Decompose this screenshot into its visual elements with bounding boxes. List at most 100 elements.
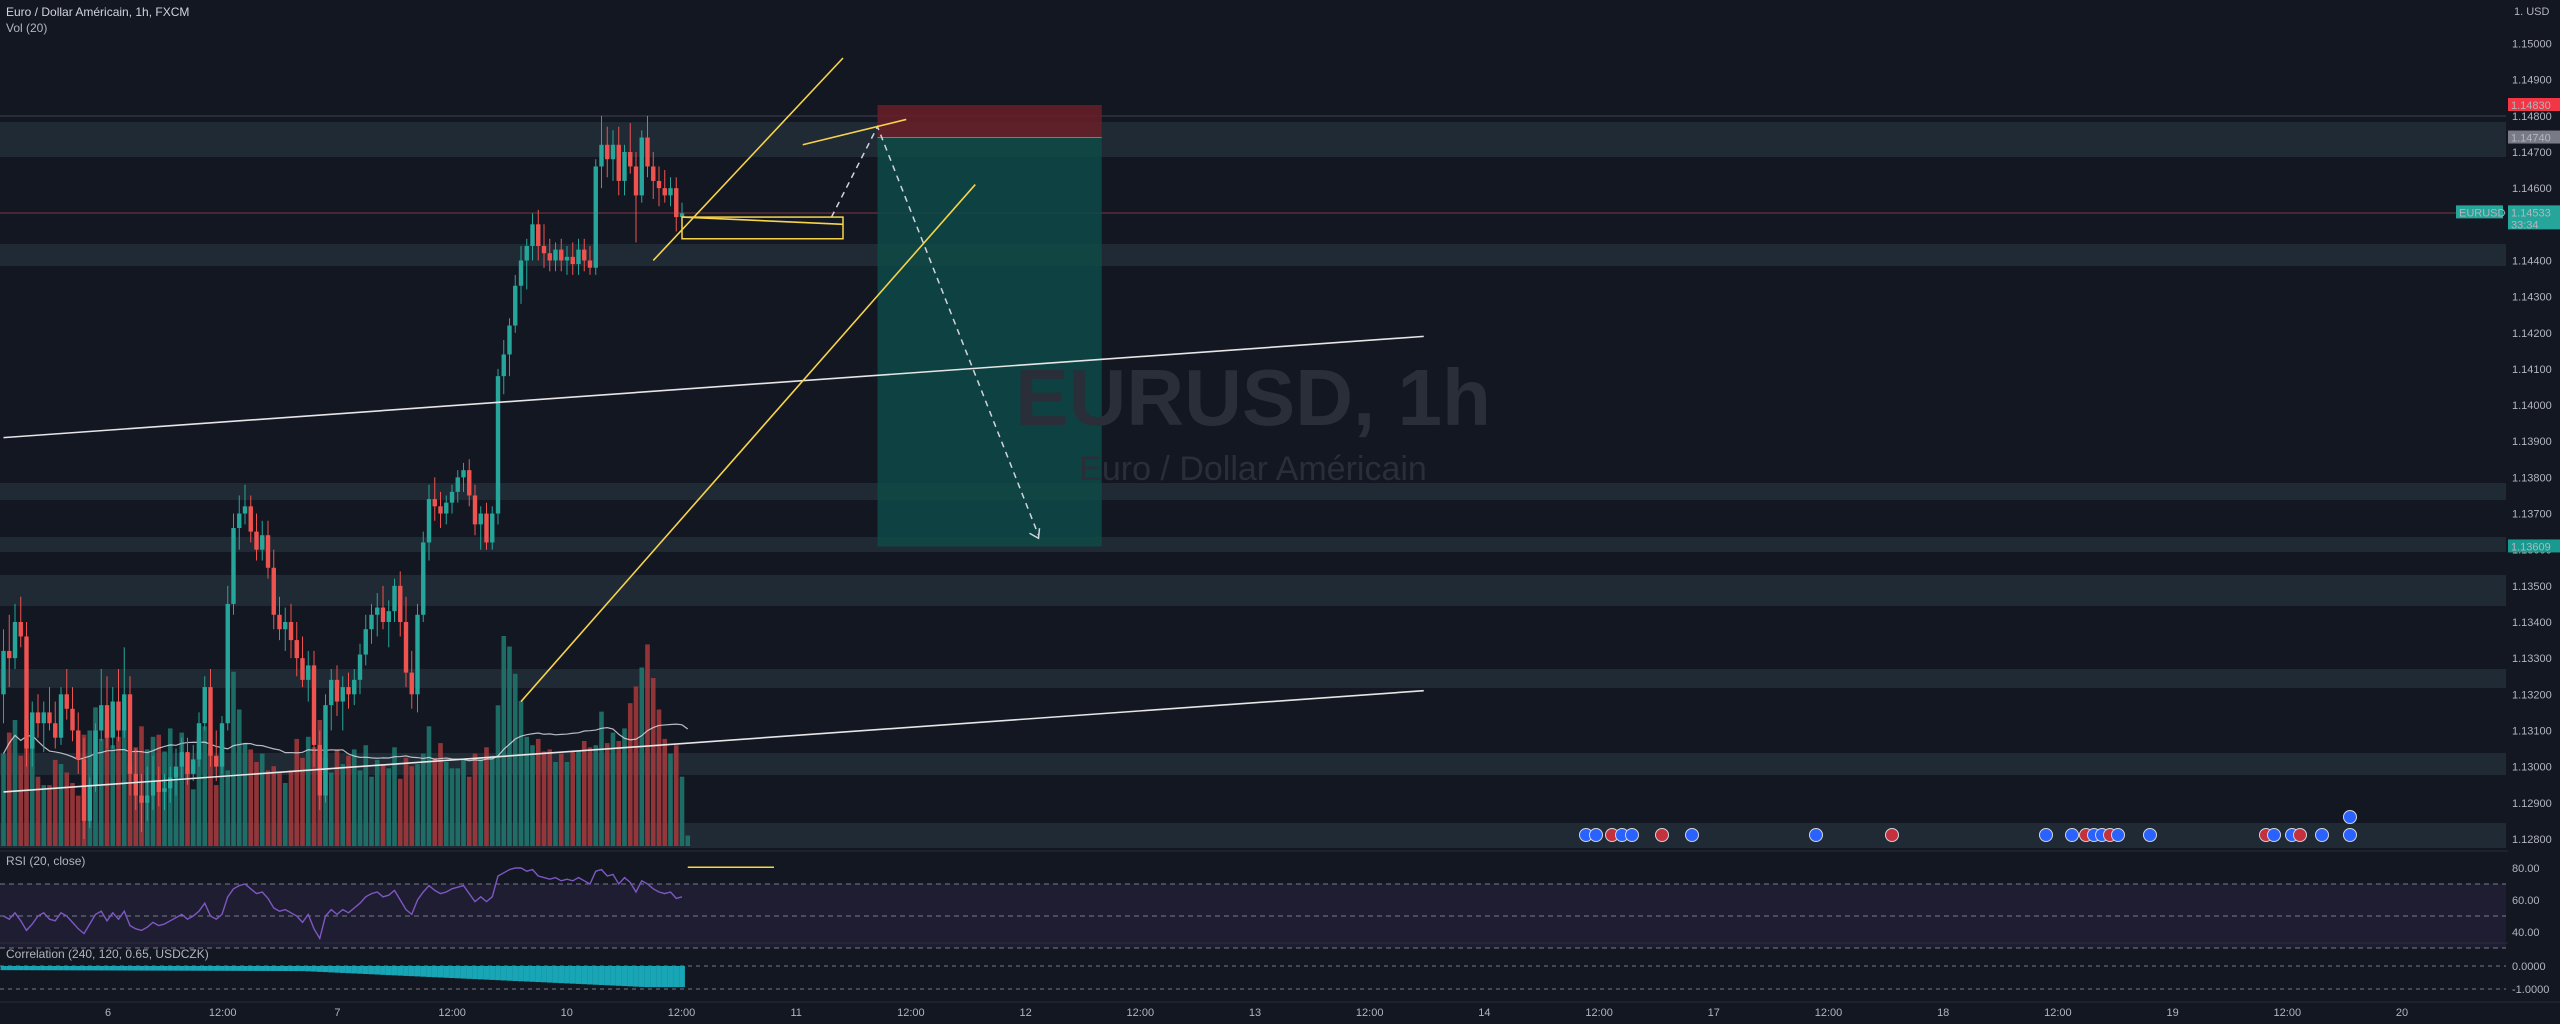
correlation-bar [328, 966, 335, 973]
correlation-bar [75, 966, 82, 971]
time-tick: 13 [1249, 1007, 1261, 1019]
candle-body [357, 654, 363, 680]
correlation-bar [190, 966, 197, 971]
eu-event-icon [2343, 810, 2357, 824]
correlation-indicator-label[interactable]: Correlation (240, 120, 0.65, USDCZK) [6, 947, 209, 961]
correlation-bar [610, 966, 616, 986]
candle-body [662, 188, 667, 196]
candle-body [628, 152, 633, 167]
correlation-bar [569, 966, 576, 984]
correlation-bar [512, 966, 519, 981]
volume-bar [576, 751, 581, 846]
time-tick: 12:00 [2274, 1007, 2302, 1019]
time-axis[interactable]: 6 12:00 7 12:00 10 12:00 11 12:00 12 12:00 13 12:00… [0, 1001, 2560, 1019]
volume-bar [6, 732, 12, 846]
candle-body [484, 513, 489, 543]
rsi-indicator-label[interactable]: RSI (20, close) [6, 854, 86, 868]
volume-bar [530, 745, 535, 846]
correlation-bar [495, 966, 501, 981]
candle-body [622, 152, 627, 181]
volume-indicator-label[interactable]: Vol (20) [6, 21, 48, 35]
price-tick: 1.13800 [2512, 472, 2552, 484]
price-tick: 1.12900 [2512, 798, 2552, 810]
correlation-bar [98, 966, 105, 971]
correlation-bar [339, 966, 346, 973]
volume-bar [225, 770, 231, 846]
volume-bar [495, 705, 501, 846]
price-axis[interactable]: 1. USD 1.15000 1.14900 1.14800 1.14700 1.1460… [2456, 0, 2560, 1024]
trendline [3, 689, 1424, 793]
eu-event-icon [1809, 828, 1823, 842]
volume-bar [346, 755, 351, 846]
correlation-bar [259, 966, 266, 971]
price-tick: 1.14100 [2512, 364, 2552, 376]
volume-bar [673, 745, 679, 846]
candle-body [202, 687, 207, 724]
candle-body [403, 622, 409, 673]
correlation-bar [420, 966, 427, 977]
zone-band [0, 575, 2506, 606]
candle-body [64, 694, 69, 709]
candle-body [317, 744, 322, 796]
correlation-bar [213, 966, 220, 971]
zone-band [0, 122, 2506, 157]
correlation-bar [500, 966, 507, 981]
economic-events[interactable] [1579, 810, 2357, 842]
volume-bar [127, 764, 133, 846]
candle-body [76, 730, 81, 760]
volume-bar [196, 736, 202, 846]
short-position-tool[interactable] [830, 105, 1102, 547]
correlation-bar [638, 966, 645, 987]
candle-body [587, 260, 593, 268]
volume-bar [242, 743, 248, 846]
volume-bar [466, 776, 472, 846]
correlation-bar [184, 966, 191, 971]
candle-body [386, 611, 391, 622]
correlation-bar [673, 966, 680, 988]
axis-background [2508, 0, 2560, 1024]
trendlines[interactable] [3, 57, 1424, 793]
candle-body [214, 755, 219, 767]
correlation-pane [0, 942, 2560, 990]
candle-body [93, 730, 98, 785]
trendline [3, 335, 1424, 439]
volume-bar [524, 736, 530, 846]
correlation-bar [0, 966, 7, 971]
correlation-bar [132, 966, 139, 971]
trendline [802, 118, 907, 146]
correlation-bar [253, 966, 260, 971]
candle-body [168, 777, 173, 789]
volume-bar [208, 747, 213, 846]
correlation-bar [518, 966, 524, 982]
price-tick: 1.13500 [2512, 581, 2552, 593]
correlation-bar [265, 966, 271, 971]
candle-body [455, 477, 460, 492]
volume-bar [277, 772, 282, 846]
candle-body [133, 773, 138, 796]
candle-body [541, 246, 547, 254]
volume-bar [116, 736, 121, 846]
eu-event-icon [2315, 828, 2329, 842]
price-tick: 1.14800 [2512, 111, 2552, 123]
candle-body [127, 694, 133, 774]
correlation-bar [109, 966, 116, 971]
correlation-bar [403, 966, 409, 976]
volume-bar [403, 757, 409, 846]
correlation-bar [615, 966, 622, 986]
correlation-bar [230, 966, 237, 971]
volume-bar [558, 753, 564, 846]
candle-body [593, 166, 598, 268]
time-tick: 12:00 [897, 1007, 925, 1019]
symbol-title[interactable]: Euro / Dollar Américain, 1h, FXCM [6, 5, 190, 19]
candle-body [674, 188, 679, 218]
candle-body [530, 224, 535, 246]
candle-body [145, 795, 150, 803]
candle-body [639, 137, 644, 196]
volume-bar [518, 701, 524, 846]
candle-body [116, 701, 121, 731]
time-tick: 12:00 [1585, 1007, 1613, 1019]
price-axis-unit: 1. USD [2514, 6, 2550, 18]
us-event-icon [2293, 828, 2307, 842]
support-resistance-zones [0, 122, 2506, 848]
